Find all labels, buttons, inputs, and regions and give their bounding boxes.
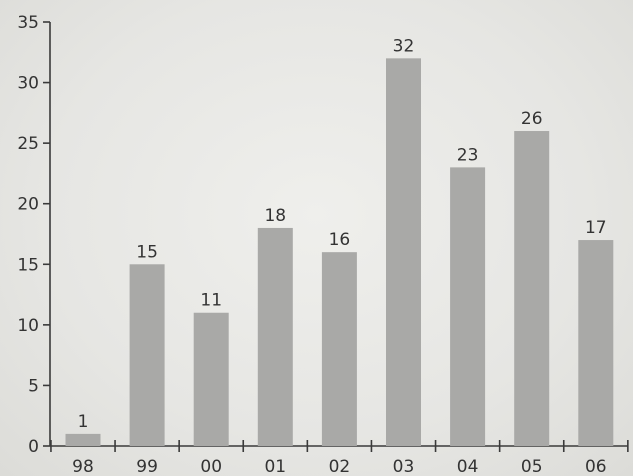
bar-value-label: 17 <box>585 218 607 238</box>
x-tick-label: 00 <box>200 457 222 476</box>
bar <box>386 58 421 446</box>
x-tick-label: 01 <box>264 457 286 476</box>
y-tick-label: 25 <box>17 134 39 154</box>
y-tick-label: 0 <box>28 437 39 457</box>
x-tick-label: 05 <box>521 457 543 476</box>
y-tick-label: 15 <box>17 255 39 275</box>
bar-value-label: 32 <box>393 36 415 56</box>
bar <box>514 131 550 446</box>
bar-value-label: 1 <box>78 412 89 432</box>
bar-value-label: 23 <box>457 145 479 165</box>
y-tick-label: 10 <box>17 316 39 336</box>
x-tick-label: 06 <box>585 457 607 476</box>
bar <box>578 240 614 446</box>
x-tick-label: 98 <box>72 457 94 476</box>
y-tick-label: 5 <box>28 376 39 396</box>
bar <box>193 312 229 446</box>
bar-value-label: 15 <box>136 242 158 262</box>
x-tick-label: 02 <box>329 457 351 476</box>
x-tick-label: 04 <box>457 457 479 476</box>
bar-value-label: 16 <box>329 230 351 250</box>
bar <box>321 252 357 446</box>
y-tick-label: 20 <box>17 195 39 215</box>
y-axis: 0 5 10 15 20 25 30 35 <box>17 13 51 457</box>
bar-value-label: 26 <box>521 109 543 129</box>
bar <box>257 227 293 446</box>
bar <box>65 433 101 446</box>
y-tick-label: 35 <box>17 13 39 33</box>
bar <box>129 264 165 446</box>
bars: 1 15 11 18 16 32 23 26 17 <box>65 36 614 446</box>
bar <box>450 167 486 446</box>
bar-value-label: 18 <box>264 206 286 226</box>
x-axis: 98 99 00 01 02 03 04 05 06 <box>50 440 629 476</box>
y-tick-label: 30 <box>17 74 39 94</box>
x-tick-label: 03 <box>393 457 415 476</box>
x-tick-label: 99 <box>136 457 158 476</box>
bar-value-label: 11 <box>200 291 222 311</box>
